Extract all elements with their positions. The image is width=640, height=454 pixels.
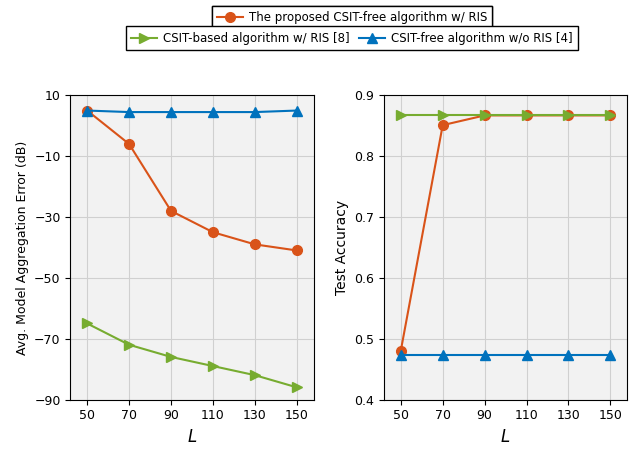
Line: The proposed CSIT-free algorithm w/ RIS: The proposed CSIT-free algorithm w/ RIS — [83, 106, 301, 255]
CSIT-based algorithm w/ RIS [8] — [83, 321, 91, 326]
CSIT-based algorithm w/ RIS [8] — [167, 354, 175, 360]
Legend: The proposed CSIT-free algorithm w/ RIS: The proposed CSIT-free algorithm w/ RIS — [212, 6, 492, 30]
The proposed CSIT-free algorithm w/ RIS — [293, 248, 301, 253]
CSIT-free algorithm w/o RIS [4] — [251, 109, 259, 115]
The proposed CSIT-free algorithm w/ RIS — [125, 141, 133, 147]
CSIT-based algorithm w/ RIS [8] — [125, 342, 133, 347]
CSIT-based algorithm w/ RIS [8] — [209, 363, 217, 369]
The proposed CSIT-free algorithm w/ RIS — [167, 208, 175, 214]
CSIT-free algorithm w/o RIS [4] — [167, 109, 175, 115]
X-axis label: L: L — [188, 428, 196, 446]
The proposed CSIT-free algorithm w/ RIS — [83, 108, 91, 113]
CSIT-based algorithm w/ RIS [8] — [293, 385, 301, 390]
Y-axis label: Avg. Model Aggregation Error (dB): Avg. Model Aggregation Error (dB) — [15, 140, 29, 355]
Line: CSIT-free algorithm w/o RIS [4]: CSIT-free algorithm w/o RIS [4] — [83, 106, 301, 117]
The proposed CSIT-free algorithm w/ RIS — [251, 242, 259, 247]
CSIT-free algorithm w/o RIS [4] — [209, 109, 217, 115]
Legend: CSIT-based algorithm w/ RIS [8], CSIT-free algorithm w/o RIS [4]: CSIT-based algorithm w/ RIS [8], CSIT-fr… — [126, 26, 578, 50]
CSIT-free algorithm w/o RIS [4] — [83, 108, 91, 113]
X-axis label: L: L — [501, 428, 510, 446]
CSIT-based algorithm w/ RIS [8] — [251, 372, 259, 378]
CSIT-free algorithm w/o RIS [4] — [293, 108, 301, 113]
The proposed CSIT-free algorithm w/ RIS — [209, 229, 217, 235]
Line: CSIT-based algorithm w/ RIS [8]: CSIT-based algorithm w/ RIS [8] — [83, 319, 301, 392]
CSIT-free algorithm w/o RIS [4] — [125, 109, 133, 115]
Y-axis label: Test Accuracy: Test Accuracy — [335, 200, 349, 295]
